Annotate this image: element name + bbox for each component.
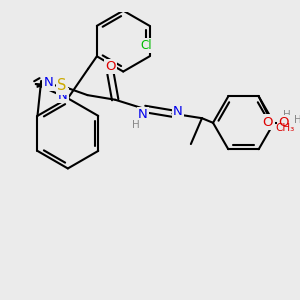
Text: H: H (132, 120, 140, 130)
Text: H: H (283, 110, 291, 120)
Text: O: O (105, 60, 116, 73)
Text: O: O (279, 116, 289, 129)
Text: Cl: Cl (140, 39, 152, 52)
Text: H: H (294, 115, 300, 125)
Text: N: N (57, 89, 67, 102)
Text: N: N (44, 76, 53, 89)
Text: S: S (57, 78, 66, 93)
Text: N: N (138, 108, 148, 121)
Text: O: O (263, 116, 273, 129)
Text: N: N (173, 105, 183, 118)
Text: CH₃: CH₃ (275, 123, 295, 133)
